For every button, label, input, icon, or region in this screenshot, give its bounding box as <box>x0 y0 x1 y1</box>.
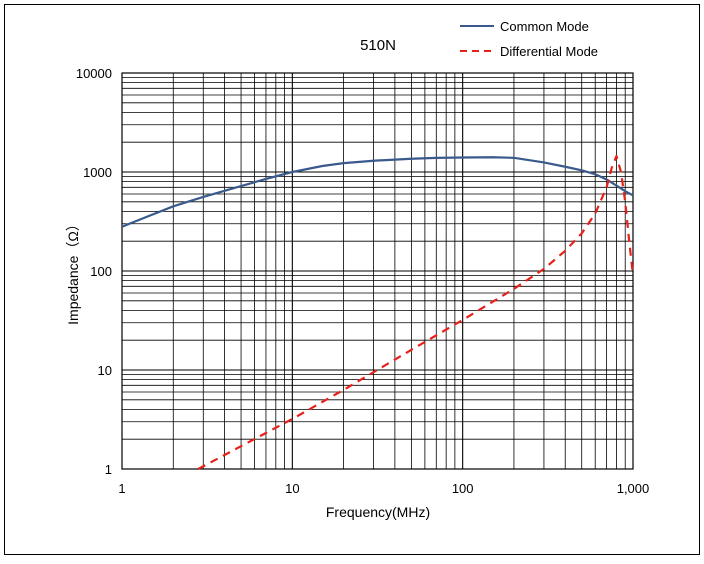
y-tick-label: 100 <box>90 264 112 279</box>
y-axis-label: Impedance（Ω） <box>65 217 81 325</box>
y-tick-label: 1 <box>105 462 112 477</box>
plot-area-border <box>121 72 634 470</box>
x-axis-label: Frequency(MHz) <box>326 504 430 520</box>
grid <box>122 73 633 469</box>
legend: Common Mode Differential Mode <box>460 19 598 59</box>
y-tick-label: 1000 <box>83 165 112 180</box>
y-axis-ticks: 1 10 100 1000 10000 <box>76 66 112 477</box>
outer-border <box>4 4 700 555</box>
x-tick-label: 10 <box>285 481 299 496</box>
x-tick-label: 1,000 <box>617 481 650 496</box>
x-tick-label: 100 <box>452 481 474 496</box>
chart-title: 510N <box>360 37 396 54</box>
series-line-differential-mode <box>197 154 635 470</box>
x-tick-label: 1 <box>118 481 125 496</box>
legend-label-common-mode: Common Mode <box>500 19 589 34</box>
legend-label-differential-mode: Differential Mode <box>500 44 598 59</box>
y-tick-label: 10000 <box>76 66 112 81</box>
series-layer <box>121 154 635 470</box>
series-line-common-mode <box>121 156 634 228</box>
y-tick-label: 10 <box>98 363 112 378</box>
x-axis-ticks: 1 10 100 1,000 <box>118 481 649 496</box>
